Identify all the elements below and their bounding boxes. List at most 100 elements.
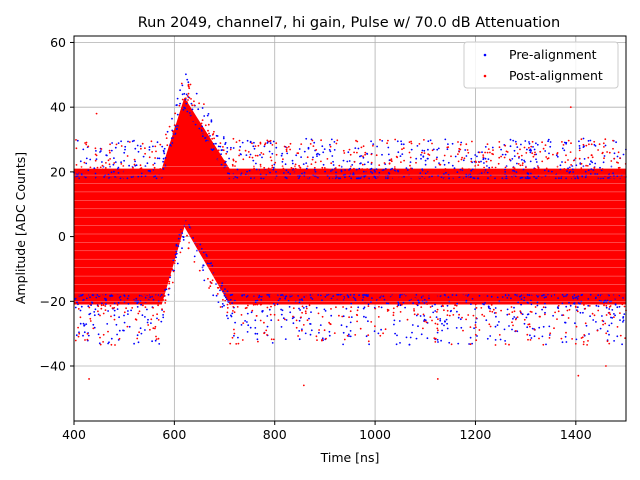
pre-alignment-point bbox=[387, 153, 390, 156]
post-alignment-point bbox=[418, 176, 421, 179]
pre-alignment-point bbox=[400, 143, 403, 146]
post-alignment-point bbox=[547, 175, 550, 178]
pre-alignment-point bbox=[581, 293, 584, 296]
post-alignment-point bbox=[290, 176, 293, 179]
pre-alignment-point bbox=[584, 176, 587, 179]
post-alignment-point bbox=[614, 297, 617, 299]
pre-alignment-point bbox=[354, 147, 357, 150]
post-alignment-point bbox=[385, 175, 388, 178]
pre-alignment-point bbox=[110, 171, 113, 174]
pre-alignment-point bbox=[415, 314, 418, 317]
post-alignment-point bbox=[341, 315, 344, 318]
post-alignment-point bbox=[397, 177, 399, 180]
pre-alignment-point bbox=[482, 158, 485, 161]
post-alignment-point bbox=[436, 323, 439, 326]
post-alignment-point bbox=[422, 177, 424, 180]
post-alignment-point bbox=[172, 270, 175, 273]
post-alignment-point bbox=[281, 295, 284, 298]
pre-alignment-point bbox=[85, 162, 88, 165]
post-alignment-point bbox=[565, 154, 567, 157]
pre-alignment-point bbox=[377, 332, 380, 335]
pre-alignment-point bbox=[465, 155, 468, 157]
post-alignment-point bbox=[199, 130, 201, 133]
post-alignment-point bbox=[455, 304, 458, 307]
post-alignment-point bbox=[399, 176, 401, 179]
pre-alignment-point bbox=[171, 142, 174, 144]
pre-alignment-point bbox=[444, 138, 447, 141]
post-alignment-point bbox=[247, 172, 250, 174]
post-alignment-point bbox=[229, 303, 232, 305]
post-alignment-point bbox=[204, 252, 207, 255]
pre-alignment-point bbox=[468, 343, 470, 345]
pre-alignment-point bbox=[575, 338, 578, 341]
post-alignment-point bbox=[147, 324, 150, 326]
pre-alignment-point bbox=[268, 308, 271, 311]
post-alignment-point bbox=[381, 170, 383, 173]
pre-alignment-point bbox=[485, 319, 488, 322]
pre-alignment-point bbox=[312, 156, 314, 159]
pre-alignment-point bbox=[300, 156, 302, 159]
pre-alignment-point bbox=[344, 169, 346, 171]
post-alignment-point bbox=[232, 173, 234, 176]
pre-alignment-point bbox=[548, 152, 550, 155]
pre-alignment-point bbox=[128, 325, 131, 328]
pre-alignment-point bbox=[509, 145, 512, 148]
post-alignment-point bbox=[330, 308, 332, 310]
post-alignment-point bbox=[498, 156, 501, 159]
post-alignment-point bbox=[226, 293, 229, 295]
pre-alignment-point bbox=[450, 309, 452, 312]
post-alignment-point bbox=[505, 150, 508, 153]
pre-alignment-point bbox=[210, 262, 213, 264]
pre-alignment-point bbox=[348, 175, 351, 178]
legend-label-post-alignment: Post-alignment bbox=[509, 68, 603, 83]
post-alignment-point bbox=[116, 304, 119, 306]
pre-alignment-point bbox=[559, 164, 562, 167]
post-alignment-point bbox=[469, 326, 472, 328]
pre-alignment-point bbox=[469, 336, 472, 339]
pre-alignment-point bbox=[526, 313, 529, 316]
x-axis-label: Time [ns] bbox=[320, 450, 380, 465]
post-alignment-point bbox=[474, 324, 477, 326]
pre-alignment-point bbox=[451, 164, 454, 167]
post-alignment-point bbox=[76, 294, 78, 296]
post-alignment-point bbox=[365, 297, 368, 300]
pre-alignment-point bbox=[520, 143, 522, 146]
post-alignment-point bbox=[471, 140, 473, 143]
post-alignment-point bbox=[109, 143, 111, 146]
pre-alignment-point bbox=[436, 156, 438, 159]
post-alignment-point bbox=[553, 327, 555, 330]
post-alignment-point bbox=[423, 139, 425, 141]
pre-alignment-point bbox=[589, 315, 591, 318]
post-alignment-point bbox=[231, 296, 234, 299]
post-alignment-point bbox=[466, 149, 469, 151]
pre-alignment-point bbox=[394, 332, 396, 335]
pre-alignment-point bbox=[396, 334, 398, 337]
post-alignment-point bbox=[147, 294, 150, 296]
pre-alignment-point bbox=[316, 155, 318, 158]
post-alignment-point bbox=[368, 294, 371, 296]
post-alignment-point bbox=[179, 251, 182, 254]
pre-alignment-point bbox=[574, 322, 576, 325]
post-alignment-point bbox=[102, 304, 105, 306]
pre-alignment-point bbox=[349, 335, 352, 338]
post-alignment-point bbox=[574, 176, 577, 178]
post-alignment-point bbox=[360, 170, 363, 173]
pre-alignment-point bbox=[451, 294, 454, 296]
post-alignment-point bbox=[436, 327, 439, 330]
post-alignment-point bbox=[86, 338, 89, 341]
pre-alignment-point bbox=[417, 299, 420, 302]
pre-alignment-point bbox=[203, 279, 206, 282]
pre-alignment-point bbox=[354, 299, 357, 302]
post-alignment-point bbox=[584, 298, 587, 300]
post-alignment-point bbox=[544, 293, 547, 296]
post-alignment-point bbox=[513, 167, 516, 170]
pre-alignment-point bbox=[441, 329, 443, 332]
post-alignment-point bbox=[593, 166, 596, 169]
post-alignment-point bbox=[305, 307, 308, 310]
pre-alignment-point bbox=[135, 164, 138, 167]
post-alignment-point bbox=[359, 168, 362, 171]
post-alignment-point bbox=[341, 295, 344, 298]
pre-alignment-point bbox=[307, 146, 310, 149]
post-alignment-point bbox=[118, 168, 121, 171]
